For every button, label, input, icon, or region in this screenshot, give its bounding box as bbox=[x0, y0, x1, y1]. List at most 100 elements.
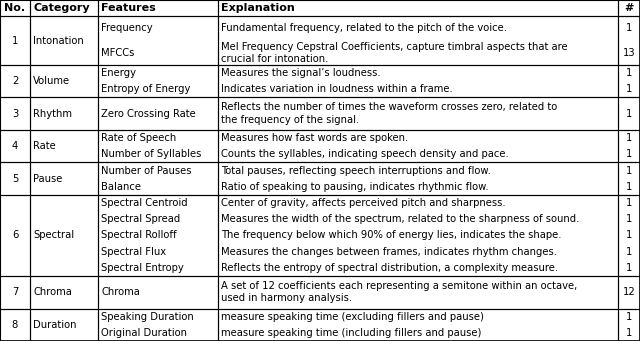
Text: Zero Crossing Rate: Zero Crossing Rate bbox=[101, 109, 196, 119]
Text: Rate: Rate bbox=[33, 141, 56, 151]
Bar bbox=[218, 130, 618, 162]
Text: Features: Features bbox=[101, 3, 156, 13]
Text: 5: 5 bbox=[12, 174, 18, 183]
Text: Explanation: Explanation bbox=[221, 3, 295, 13]
Text: 1: 1 bbox=[626, 263, 632, 273]
Text: Spectral Spread: Spectral Spread bbox=[101, 214, 180, 224]
Bar bbox=[98, 16, 218, 65]
Text: 1: 1 bbox=[626, 198, 632, 208]
Text: 1: 1 bbox=[626, 109, 632, 119]
Bar bbox=[98, 65, 218, 98]
Text: Center of gravity, affects perceived pitch and sharpness.: Center of gravity, affects perceived pit… bbox=[221, 198, 506, 208]
Text: Speaking Duration: Speaking Duration bbox=[101, 312, 194, 322]
Text: Category: Category bbox=[33, 3, 90, 13]
Bar bbox=[30, 65, 98, 98]
Bar bbox=[98, 276, 218, 309]
Text: 1: 1 bbox=[626, 328, 632, 338]
Text: 2: 2 bbox=[12, 76, 18, 86]
Text: Number of Pauses: Number of Pauses bbox=[101, 165, 191, 176]
Bar bbox=[0, 309, 30, 341]
Text: Frequency: Frequency bbox=[101, 24, 152, 33]
Text: 1: 1 bbox=[626, 247, 632, 257]
Text: No.: No. bbox=[4, 3, 26, 13]
Bar bbox=[30, 309, 98, 341]
Text: 1: 1 bbox=[626, 165, 632, 176]
Text: 1: 1 bbox=[626, 133, 632, 143]
Bar bbox=[30, 130, 98, 162]
Text: Rate of Speech: Rate of Speech bbox=[101, 133, 176, 143]
Text: Balance: Balance bbox=[101, 182, 141, 192]
Text: Fundamental frequency, related to the pitch of the voice.: Fundamental frequency, related to the pi… bbox=[221, 24, 507, 33]
Bar bbox=[0, 162, 30, 195]
Text: 3: 3 bbox=[12, 109, 18, 119]
Bar bbox=[618, 0, 640, 16]
Bar bbox=[0, 16, 30, 65]
Text: Reflects the entropy of spectral distribution, a complexity measure.: Reflects the entropy of spectral distrib… bbox=[221, 263, 558, 273]
Text: Duration: Duration bbox=[33, 320, 77, 330]
Bar bbox=[30, 276, 98, 309]
Text: 8: 8 bbox=[12, 320, 18, 330]
Bar bbox=[618, 276, 640, 309]
Text: Ratio of speaking to pausing, indicates rhythmic flow.: Ratio of speaking to pausing, indicates … bbox=[221, 182, 488, 192]
Bar bbox=[618, 16, 640, 65]
Bar bbox=[30, 0, 98, 16]
Text: #: # bbox=[624, 3, 634, 13]
Text: measure speaking time (excluding fillers and pause): measure speaking time (excluding fillers… bbox=[221, 312, 484, 322]
Text: Chroma: Chroma bbox=[101, 287, 140, 297]
Text: Spectral Flux: Spectral Flux bbox=[101, 247, 166, 257]
Text: Energy: Energy bbox=[101, 68, 136, 78]
Text: 1: 1 bbox=[626, 84, 632, 94]
Text: 4: 4 bbox=[12, 141, 18, 151]
Text: 1: 1 bbox=[626, 214, 632, 224]
Bar bbox=[98, 309, 218, 341]
Text: 7: 7 bbox=[12, 287, 18, 297]
Bar bbox=[218, 309, 618, 341]
Text: 1: 1 bbox=[626, 312, 632, 322]
Bar bbox=[218, 276, 618, 309]
Bar bbox=[98, 98, 218, 130]
Bar bbox=[618, 130, 640, 162]
Bar bbox=[618, 309, 640, 341]
Bar bbox=[30, 16, 98, 65]
Bar bbox=[98, 130, 218, 162]
Text: 1: 1 bbox=[626, 68, 632, 78]
Bar bbox=[618, 65, 640, 98]
Text: Rhythm: Rhythm bbox=[33, 109, 72, 119]
Text: Measures the width of the spectrum, related to the sharpness of sound.: Measures the width of the spectrum, rela… bbox=[221, 214, 579, 224]
Bar bbox=[30, 162, 98, 195]
Text: 1: 1 bbox=[626, 182, 632, 192]
Bar bbox=[30, 195, 98, 276]
Text: Entropy of Energy: Entropy of Energy bbox=[101, 84, 190, 94]
Text: Spectral Entropy: Spectral Entropy bbox=[101, 263, 184, 273]
Bar bbox=[0, 195, 30, 276]
Bar bbox=[618, 98, 640, 130]
Bar bbox=[218, 98, 618, 130]
Bar bbox=[30, 98, 98, 130]
Bar bbox=[98, 162, 218, 195]
Bar bbox=[218, 0, 618, 16]
Text: Volume: Volume bbox=[33, 76, 70, 86]
Bar bbox=[218, 16, 618, 65]
Text: Intonation: Intonation bbox=[33, 35, 84, 46]
Text: MFCCs: MFCCs bbox=[101, 48, 134, 58]
Text: Measures how fast words are spoken.: Measures how fast words are spoken. bbox=[221, 133, 408, 143]
Text: 1: 1 bbox=[12, 35, 18, 46]
Text: 13: 13 bbox=[623, 48, 636, 58]
Text: Measures the signal’s loudness.: Measures the signal’s loudness. bbox=[221, 68, 381, 78]
Text: 12: 12 bbox=[623, 287, 636, 297]
Text: 1: 1 bbox=[626, 149, 632, 159]
Bar bbox=[618, 162, 640, 195]
Text: Spectral Centroid: Spectral Centroid bbox=[101, 198, 188, 208]
Text: Counts the syllables, indicating speech density and pace.: Counts the syllables, indicating speech … bbox=[221, 149, 509, 159]
Text: Indicates variation in loudness within a frame.: Indicates variation in loudness within a… bbox=[221, 84, 452, 94]
Bar bbox=[0, 65, 30, 98]
Bar bbox=[0, 130, 30, 162]
Bar bbox=[218, 195, 618, 276]
Text: Reflects the number of times the waveform crosses zero, related to
the frequency: Reflects the number of times the wavefor… bbox=[221, 102, 557, 125]
Text: 1: 1 bbox=[626, 24, 632, 33]
Text: A set of 12 coefficients each representing a semitone within an octave,
used in : A set of 12 coefficients each representi… bbox=[221, 281, 577, 303]
Bar bbox=[218, 65, 618, 98]
Text: Number of Syllables: Number of Syllables bbox=[101, 149, 202, 159]
Bar bbox=[218, 162, 618, 195]
Text: measure speaking time (including fillers and pause): measure speaking time (including fillers… bbox=[221, 328, 481, 338]
